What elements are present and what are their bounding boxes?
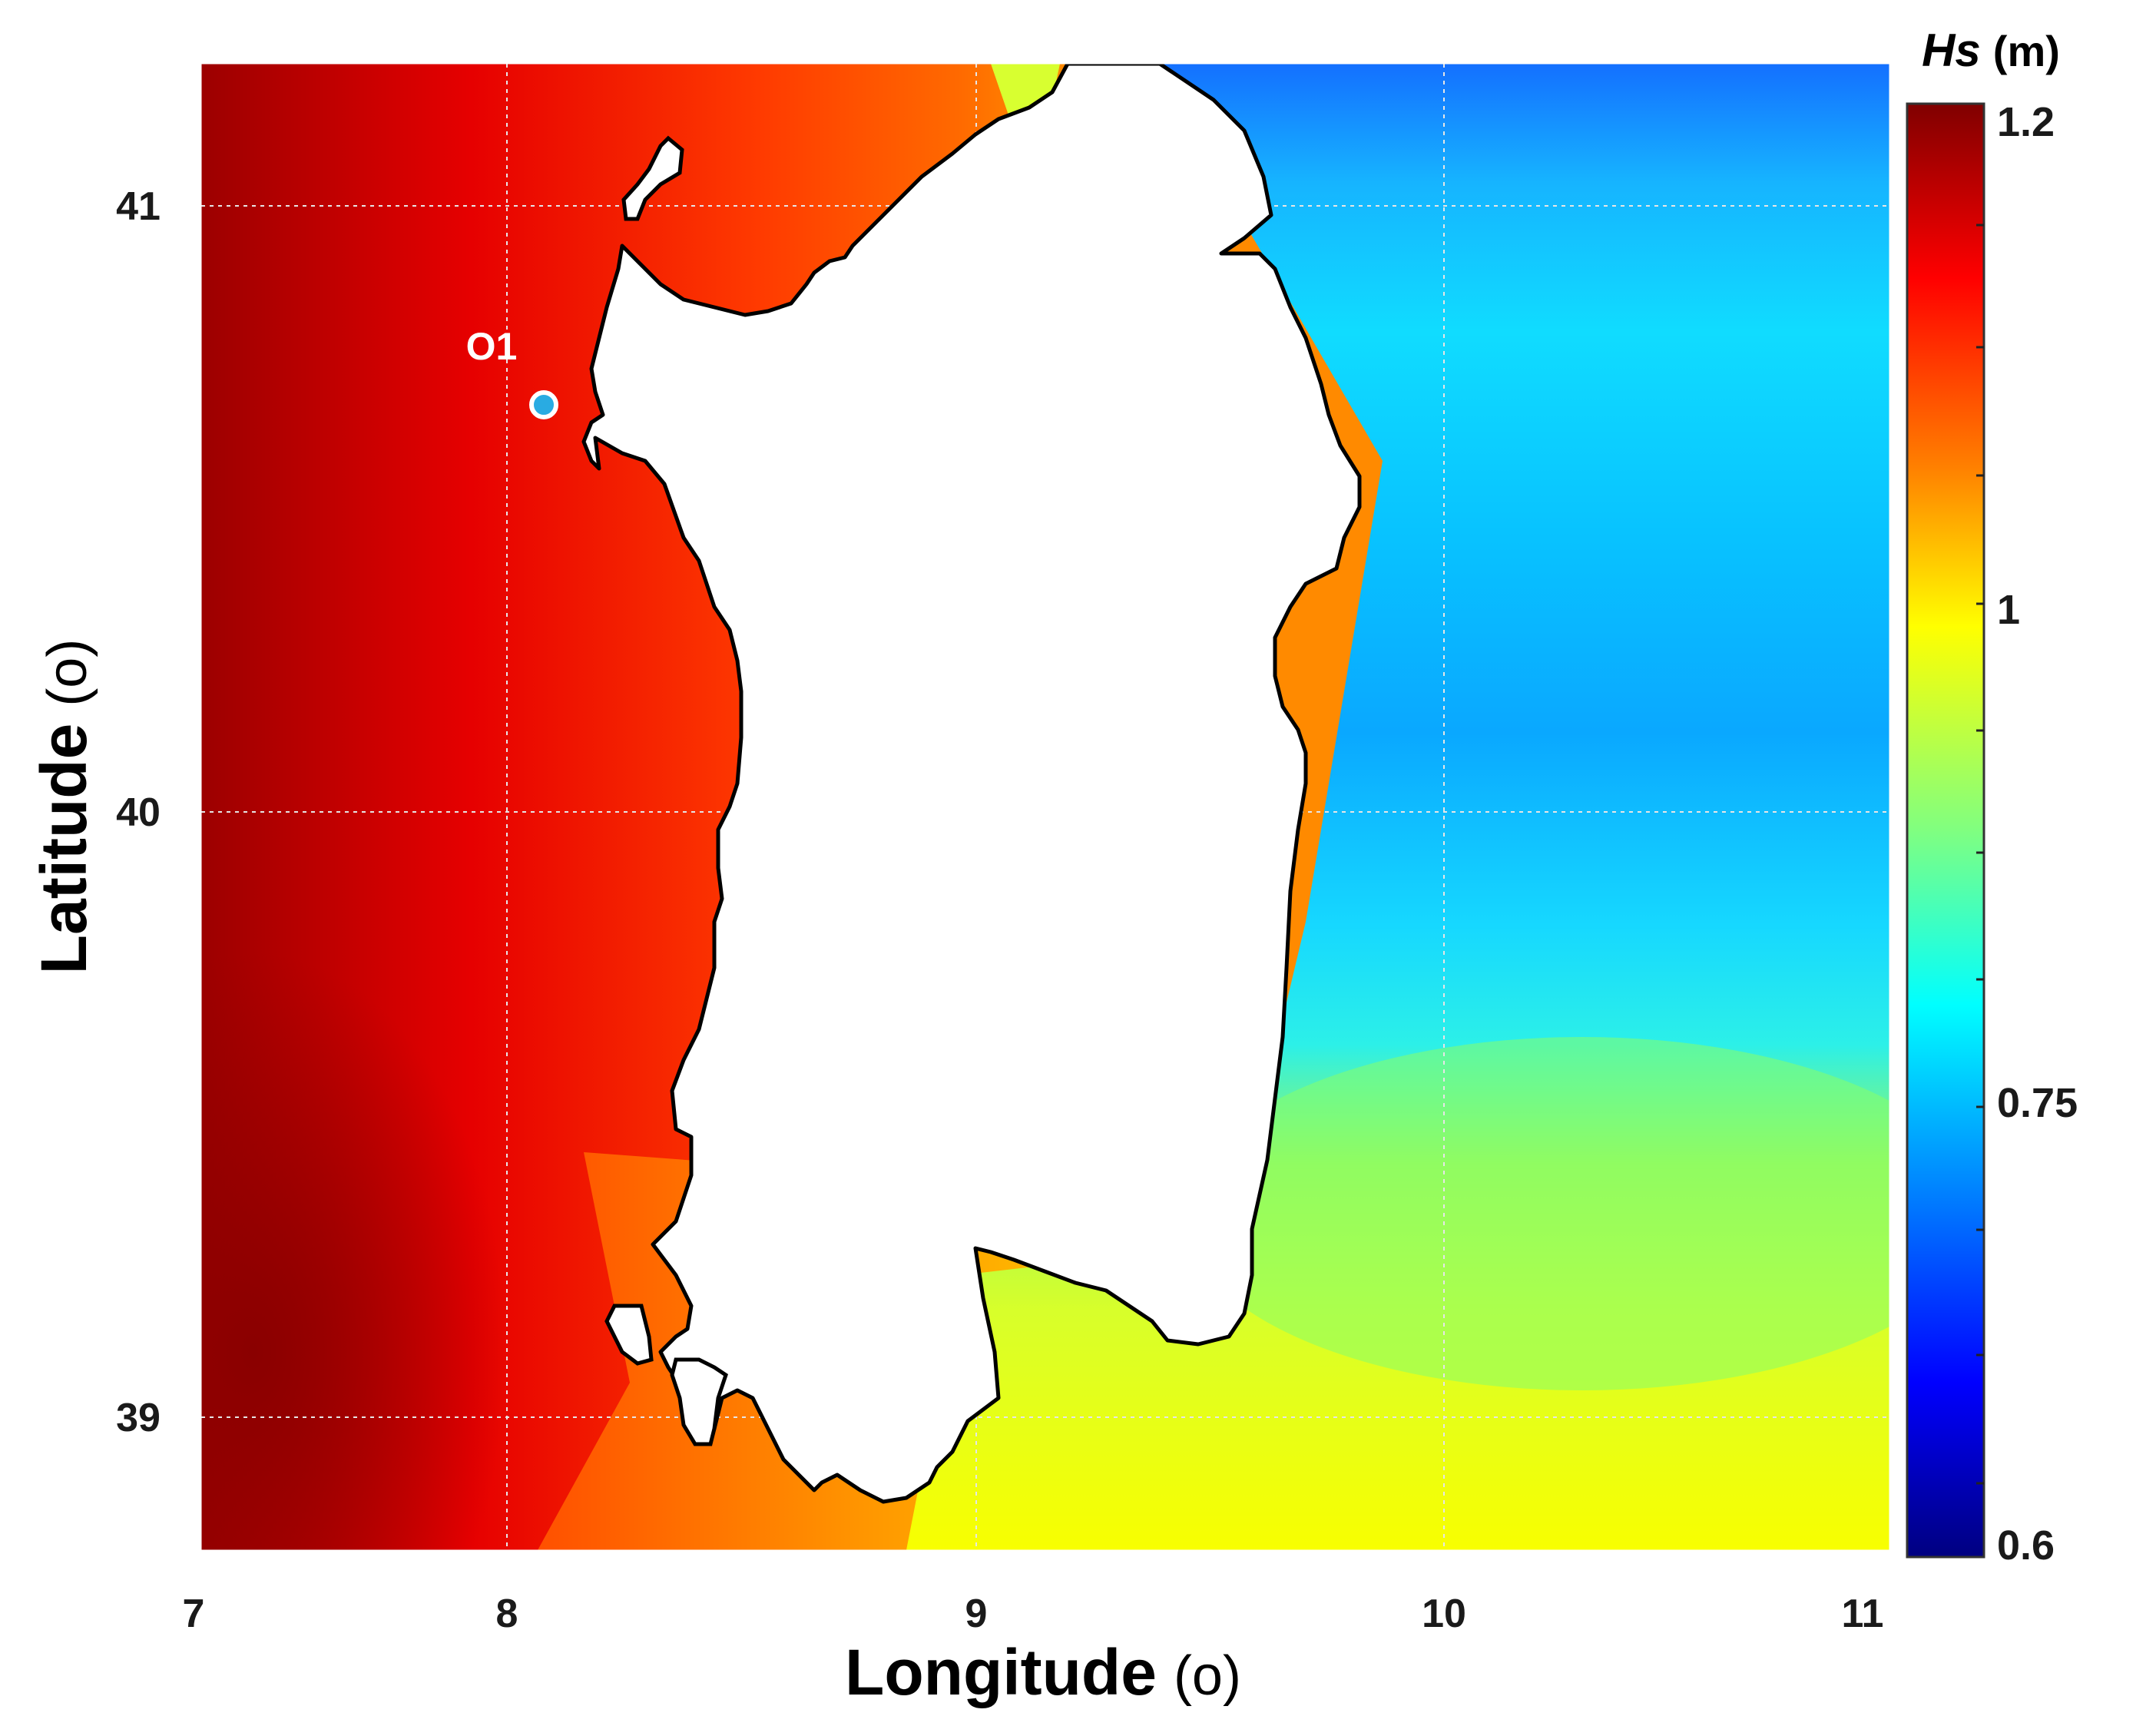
x-tick-label: 11 bbox=[1842, 1592, 1884, 1636]
y-axis-label: Latitude bbox=[28, 724, 100, 975]
x-tick-label: 9 bbox=[965, 1592, 988, 1636]
station-o1-marker bbox=[529, 390, 558, 419]
santantioco-island bbox=[670, 1357, 728, 1446]
colorbar-title-unit: (m) bbox=[1993, 27, 2060, 75]
x-tick-label: 8 bbox=[496, 1592, 518, 1636]
southeast-green-zone bbox=[1183, 1037, 1889, 1390]
colorbar-tick-label: 1.2 bbox=[1997, 99, 2055, 145]
colorbar-tick-label: 0.75 bbox=[1997, 1080, 2078, 1126]
map-panel: O1 bbox=[201, 64, 1889, 1550]
southwest-high-wave-zone bbox=[201, 952, 507, 1550]
station-o1-label: O1 bbox=[466, 325, 518, 368]
san-pietro-island bbox=[604, 1304, 654, 1366]
y-tick-label: 40 bbox=[116, 790, 161, 835]
colorbar-title: Hs (m) bbox=[1922, 25, 2060, 76]
y-axis-unit: (o) bbox=[37, 639, 98, 707]
colorbar-minor-ticks bbox=[1976, 224, 1984, 1485]
colorbar-title-variable: Hs bbox=[1922, 25, 1981, 76]
x-axis-title: Longitude (o) bbox=[845, 1636, 1241, 1708]
colorbar-gradient bbox=[1906, 102, 1985, 1559]
x-axis-ticks: 7 8 9 10 11 bbox=[183, 1592, 1884, 1636]
colorbar-tick-label: 0.6 bbox=[1997, 1522, 2055, 1569]
y-tick-label: 39 bbox=[116, 1396, 161, 1440]
asinara-island bbox=[621, 135, 684, 221]
x-tick-label: 7 bbox=[183, 1592, 205, 1636]
y-tick-label: 41 bbox=[116, 184, 161, 229]
x-axis-label: Longitude bbox=[845, 1636, 1157, 1708]
x-axis-unit: (o) bbox=[1174, 1645, 1241, 1707]
colorbar-tick-label: 1 bbox=[1997, 587, 2020, 633]
colorbar: Hs (m) 1.2 1 0.75 0.6 bbox=[1906, 25, 2078, 1569]
y-axis-ticks: 41 40 39 bbox=[116, 184, 161, 1440]
x-tick-label: 10 bbox=[1422, 1592, 1466, 1636]
y-axis-title: Latitude (o) bbox=[28, 639, 100, 975]
map-frame bbox=[200, 63, 1890, 1551]
